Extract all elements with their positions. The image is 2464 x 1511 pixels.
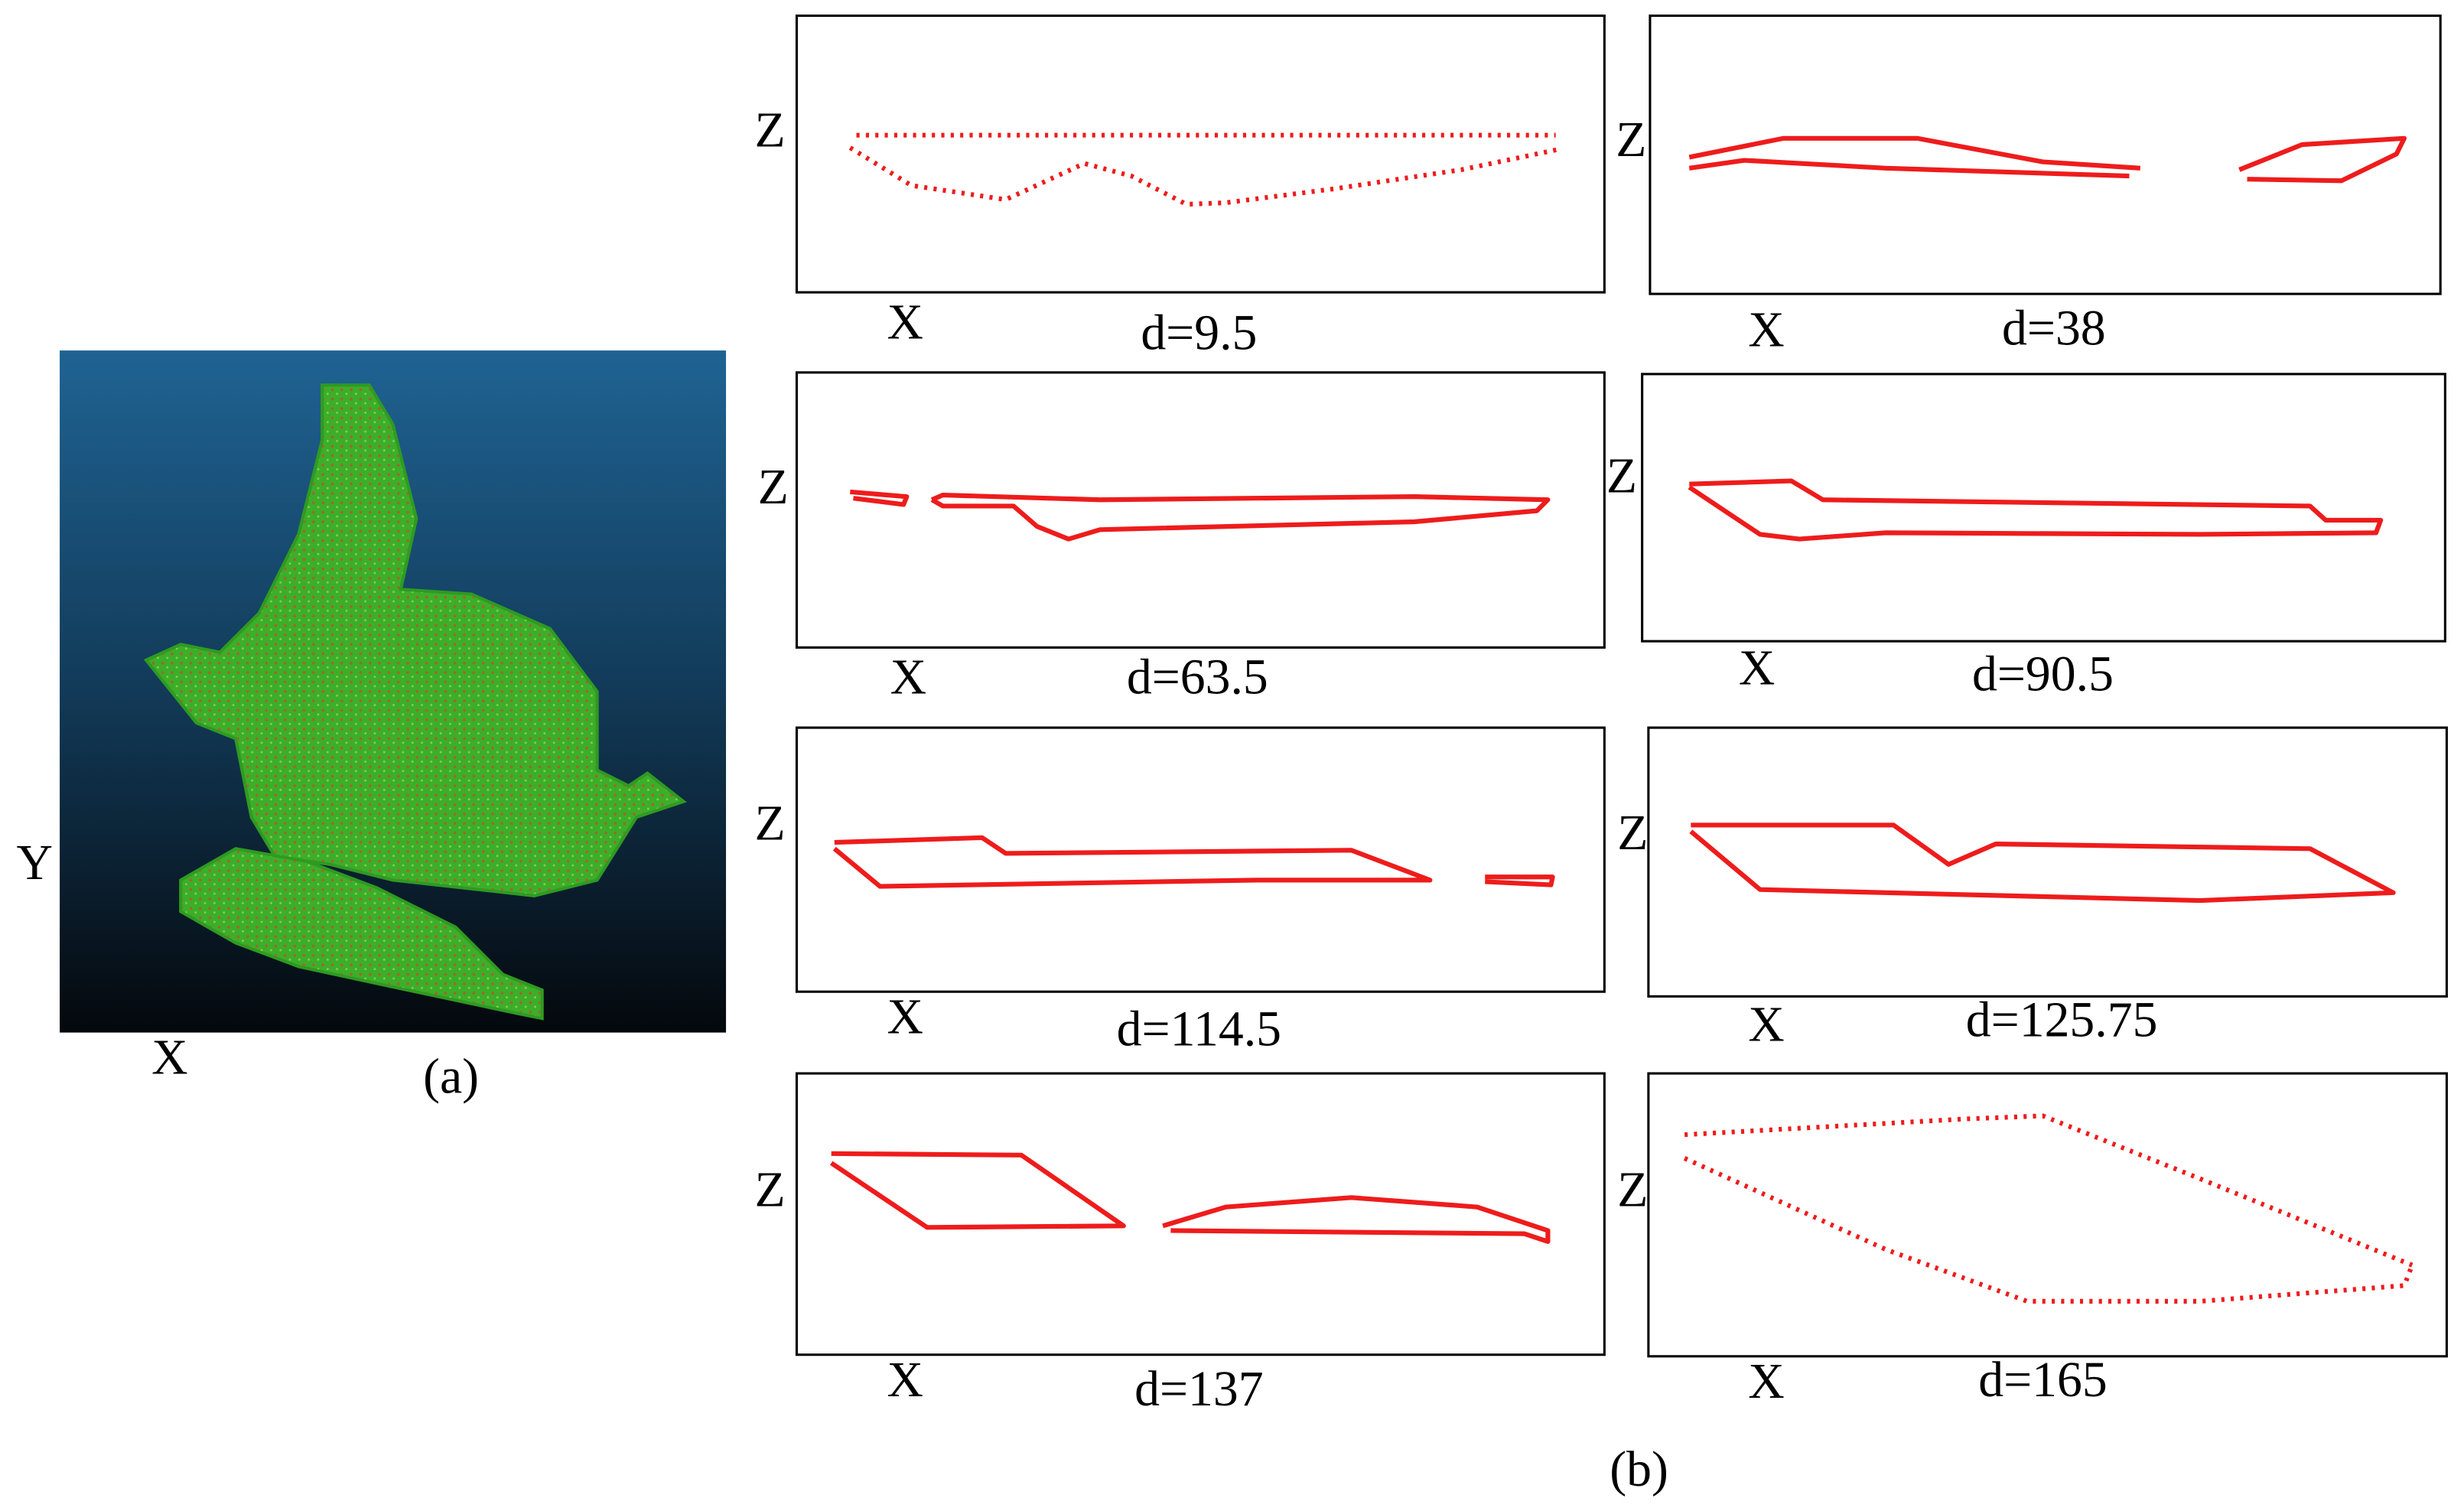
- section-profile: [829, 1151, 1126, 1230]
- slice-frame: [1641, 373, 2446, 643]
- slice-frame: [795, 726, 1606, 993]
- x-axis-label: X: [890, 650, 926, 705]
- section-profile: [1688, 135, 2141, 171]
- z-axis-label: Z: [1617, 805, 1648, 861]
- slice-frame: [1647, 726, 2448, 998]
- section-profile: [1689, 822, 2396, 904]
- panel-a: Y X (a): [16, 350, 727, 1104]
- y-axis-label: Y: [16, 835, 52, 891]
- caption: (b): [1610, 1441, 1668, 1497]
- x-axis-label: X: [887, 1352, 923, 1408]
- slice-label: d=165: [1978, 1352, 2108, 1408]
- x-axis-label: X: [887, 988, 923, 1044]
- x-axis-label: X: [151, 1030, 187, 1086]
- slice-label: d=9.5: [1141, 305, 1257, 361]
- slice-label: d=63.5: [1127, 650, 1268, 705]
- z-axis-label: Z: [1616, 112, 1646, 168]
- section-profile: [1688, 478, 2384, 542]
- slice-label: d=137: [1134, 1361, 1264, 1417]
- section-profile: [848, 145, 1560, 207]
- x-axis-label: X: [1748, 997, 1784, 1053]
- z-axis-label: Z: [1617, 1161, 1648, 1217]
- section-profile: [832, 835, 1433, 889]
- z-axis-label: Z: [754, 796, 785, 852]
- slice-label: d=114.5: [1117, 1001, 1281, 1057]
- section-profile: [1688, 158, 2130, 179]
- panel-b: (b) Z X d=9.5 Z X d=38 Z X d=63.5 Z X d=90.5 Z X d=114…: [754, 15, 2448, 1497]
- caption: (a): [423, 1048, 479, 1104]
- section-profile: [1684, 1113, 2414, 1268]
- x-axis-label: X: [1739, 640, 1775, 695]
- point-cloud: [143, 383, 687, 897]
- point-cloud: [179, 847, 544, 1021]
- x-axis-label: X: [1748, 302, 1784, 358]
- slice-label: d=38: [2002, 301, 2106, 357]
- section-profile: [1485, 874, 1555, 887]
- z-axis-label: Z: [754, 103, 785, 158]
- section-profile: [930, 493, 1551, 542]
- z-axis-label: Z: [1606, 448, 1637, 504]
- section-profile: [850, 489, 910, 507]
- slice-frame: [1649, 15, 2442, 295]
- x-axis-label: X: [887, 294, 923, 350]
- z-axis-label: Z: [758, 459, 789, 515]
- slice-label: d=125.75: [1966, 992, 2158, 1047]
- slice-frame: [1647, 1072, 2448, 1358]
- slice-label: d=90.5: [1972, 646, 2114, 702]
- z-axis-label: Z: [754, 1161, 785, 1217]
- x-axis-label: X: [1748, 1353, 1784, 1409]
- section-profile: [1162, 1195, 1551, 1244]
- slice-frame: [795, 15, 1606, 294]
- section-profile: [2238, 135, 2407, 184]
- slice-frame: [795, 371, 1606, 649]
